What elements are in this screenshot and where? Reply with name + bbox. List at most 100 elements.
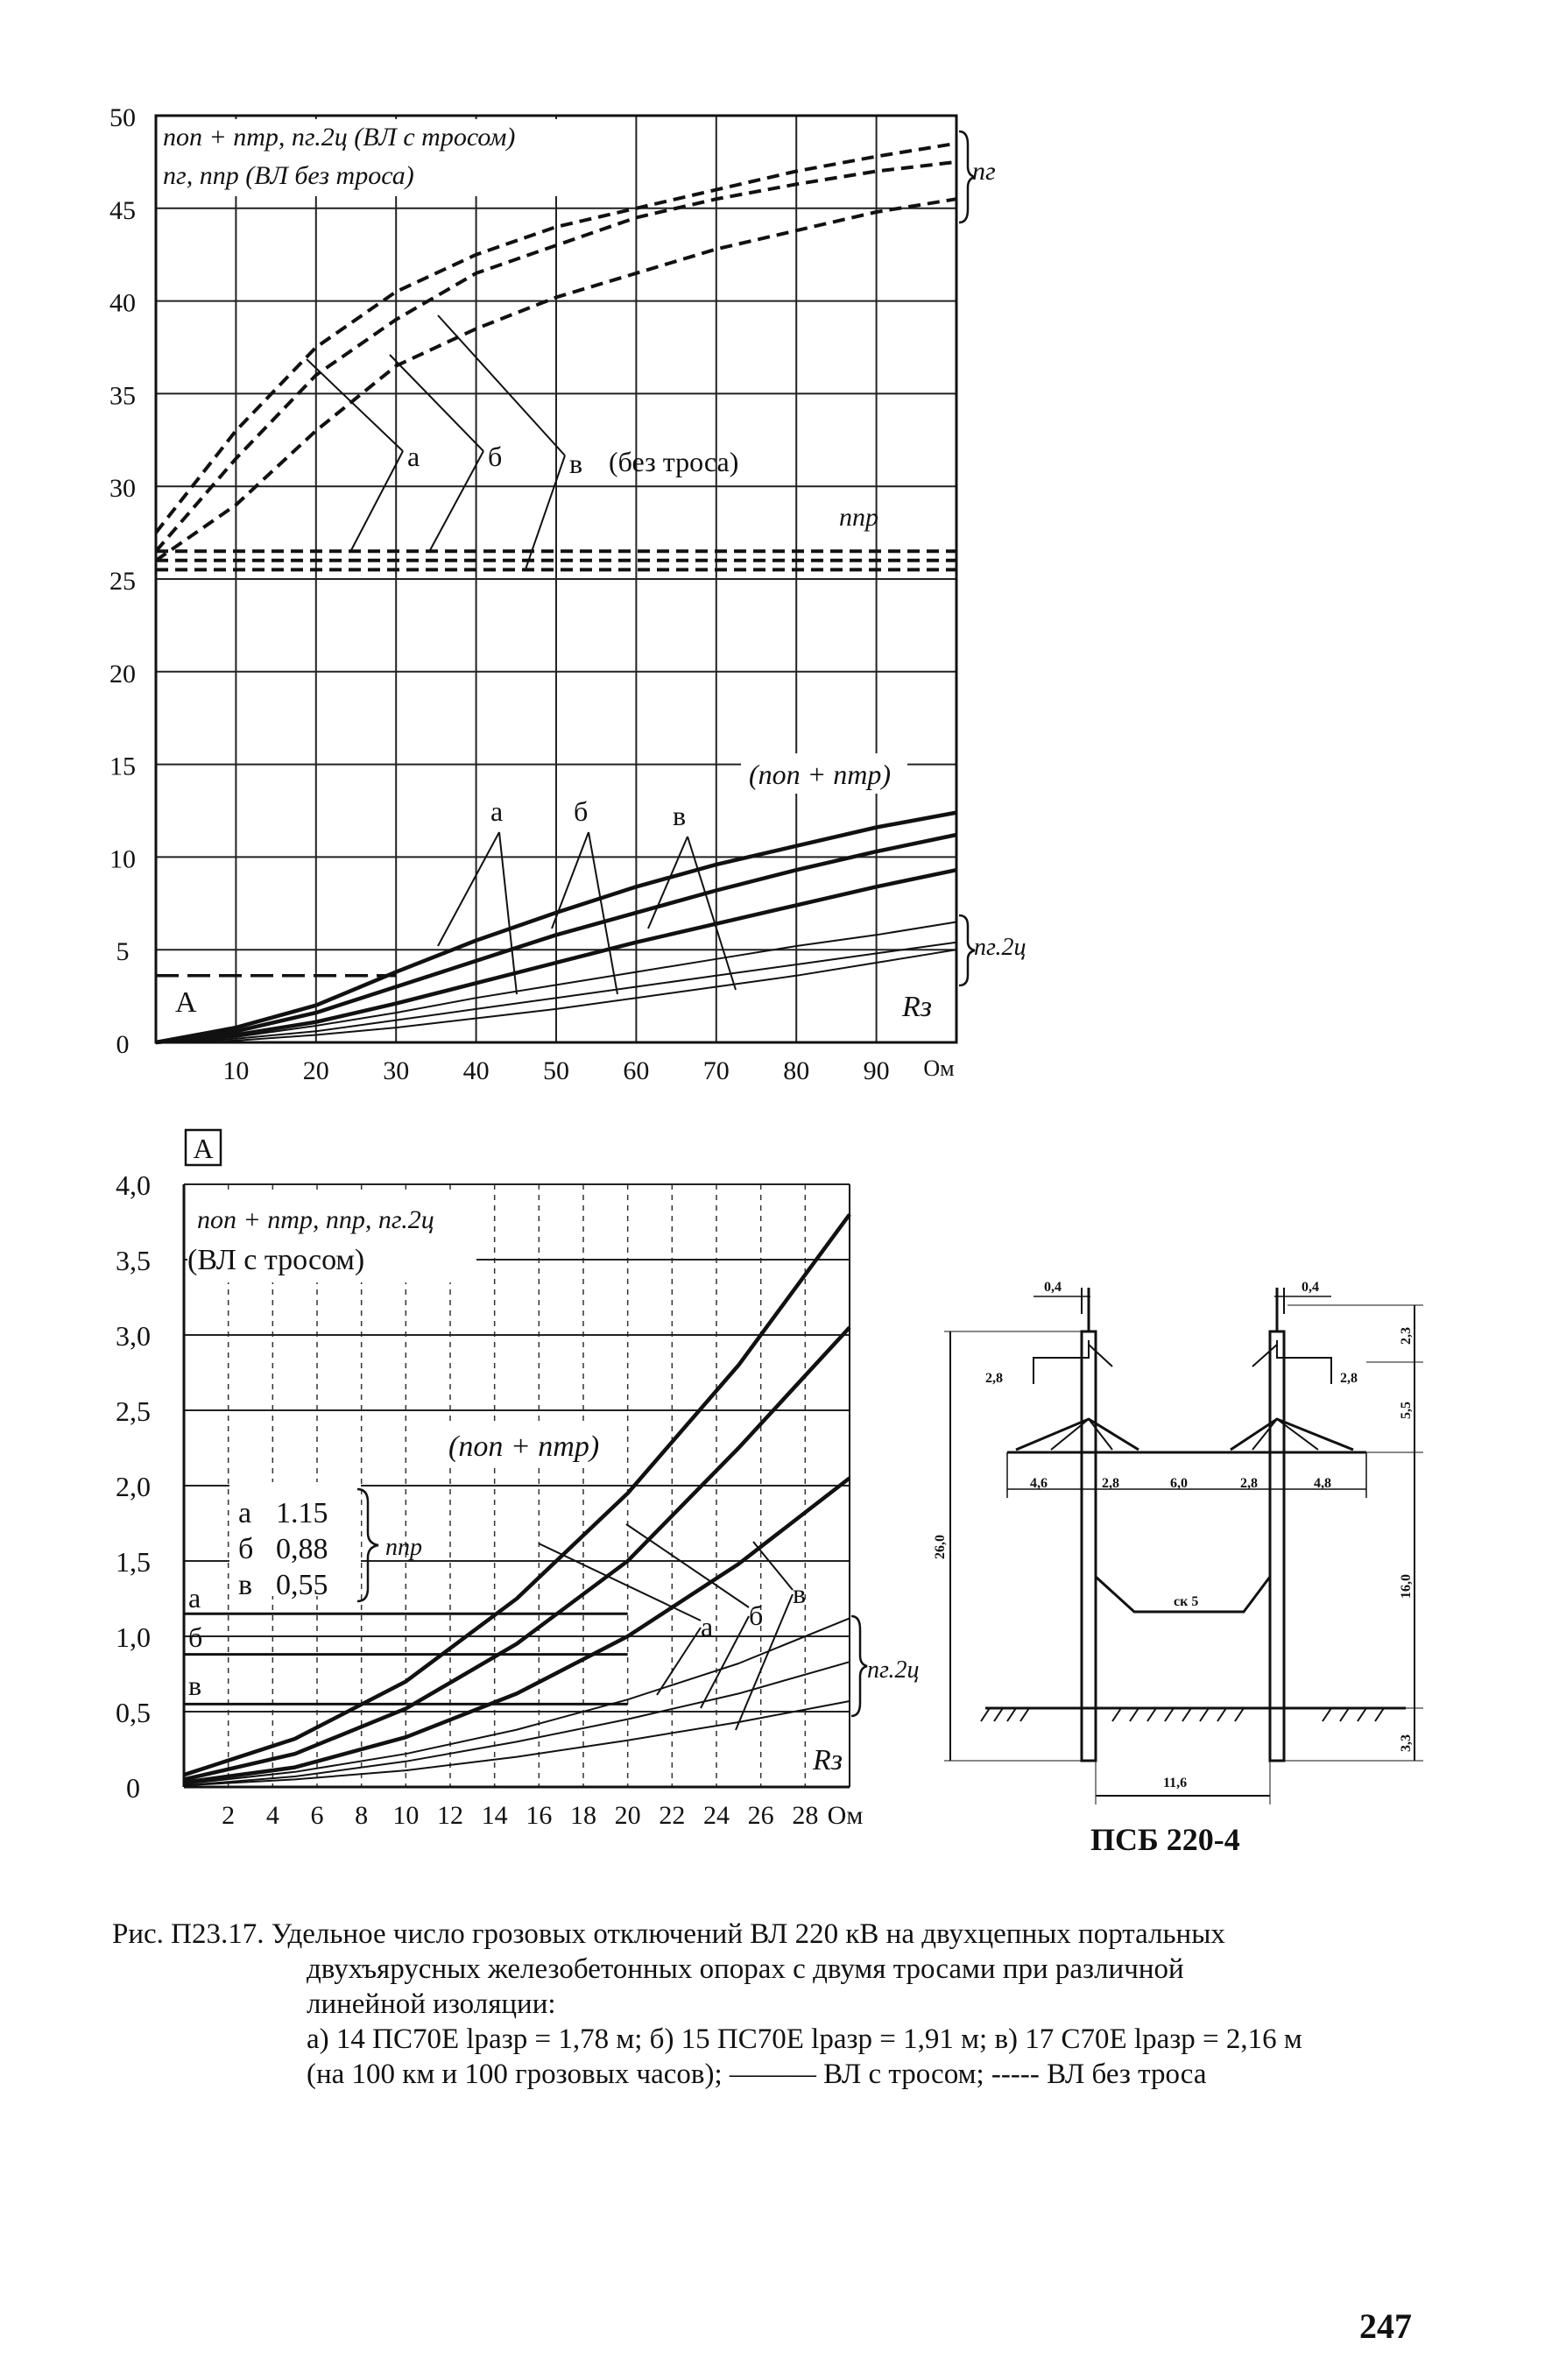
letter-v-left: в [188,1670,201,1701]
dim-h-ground: 3,3 [1399,1734,1414,1752]
caption-line-4: а) 14 ПС70Е lразр = 1,78 м; б) 15 ПС70Е … [307,2023,1302,2055]
y-tick-label: 4,0 [116,1169,151,1201]
letter-b-mid: б [749,1600,763,1631]
x-tick-label: 10 [222,1056,249,1085]
label-npr: nпр [839,503,878,532]
x-tick-label: 40 [463,1056,490,1085]
y-tick-label: 45 [109,196,136,225]
x-unit: Ом [923,1056,954,1081]
y-tick-label: 0,5 [116,1697,151,1728]
letter-a-mid: а [701,1611,713,1642]
y-tick-label: 15 [109,752,136,781]
legend-bg [159,119,606,196]
x-tick-label: 6 [311,1801,324,1830]
top-chart: 0 5 10 15 20 25 30 35 40 45 50 10 20 30 40 50 60 70 80 90 Ом… [109,103,1026,1085]
label-ng2c: nг.2ц [974,934,1026,961]
label-ng2c: nг.2ц [867,1656,920,1684]
label-Rz: Rз [812,1744,843,1776]
x-tick-label: 12 [437,1801,463,1830]
letter-b-left: б [188,1621,202,1653]
plot-frame [154,114,958,1044]
dim-top-left: 0,4 [1044,1280,1062,1295]
leader-upper-2 [437,314,566,456]
dim-h-main: 16,0 [1399,1574,1414,1599]
series-line-11 [155,949,957,1043]
dim-h-mid: 5,5 [1399,1402,1414,1419]
npr-letter: в [238,1569,252,1601]
tower-title: ПСБ 220-4 [1090,1822,1240,1857]
y-tick-label: 5 [116,937,130,966]
series-line-2 [183,1476,851,1785]
series-line-10 [155,941,957,1043]
x-tick-label: 26 [748,1801,774,1830]
leader-lower-b-2 [687,836,737,991]
label-no-cable: (без троса) [609,446,738,477]
dim-arm-right: 2,8 [1340,1371,1358,1386]
leader-upper-0 [306,358,404,452]
series-line-1 [183,1325,851,1782]
y-tick-label: 3,5 [116,1245,151,1276]
leader-mid-b-1 [700,1615,750,1709]
left-pole [1080,1330,1097,1762]
y-tick-label: 1,5 [116,1546,151,1578]
npr-box-bg [229,1482,361,1596]
letter-v-lower: в [673,800,686,831]
brace-ng2c [958,914,976,987]
y-tick-label: 35 [109,381,136,410]
leader-mid-b-0 [656,1627,702,1696]
series-line-6 [183,1617,850,1785]
page-number: 247 [1359,2306,1412,2346]
label-bg [741,753,907,794]
y-tick-label: 30 [109,474,136,503]
dim-base: 11,6 [1163,1776,1187,1790]
letter-b-lower: б [574,795,588,827]
x-tick-label: 80 [783,1056,809,1085]
series-line-7 [155,832,957,1045]
label-A: A [175,986,197,1019]
x-tick-label: 10 [392,1801,419,1830]
leader-upper-b-0 [349,450,404,553]
letter-b-upper: б [488,441,502,472]
letter-a-left: а [188,1582,201,1614]
x-tick-label: 60 [623,1056,649,1085]
caption-line-2: двухъярусных железобетонных опорах с дву… [307,1953,1184,1985]
brace-ng2c [850,1614,868,1718]
tower-drawing [944,1288,1423,1804]
y-tick-label: 0 [116,1030,130,1059]
caption-line-1: Рис. П23.17. Удельное число грозовых отк… [112,1918,1225,1950]
label-nop-ntr: (nоп + nтр) [448,1430,599,1463]
legend-line-2: (ВЛ с тросом) [187,1244,364,1276]
x-tick-label: 50 [543,1056,569,1085]
y-tick-label: 10 [109,844,136,873]
inset-tag: A [193,1133,213,1164]
dim-h-top: 2,3 [1399,1327,1414,1345]
label-nop-ntr: (nоп + nтр) [749,759,891,790]
leader-mid-0 [538,1543,702,1621]
y-tick-label: 20 [109,660,136,689]
letter-a-upper: а [407,441,420,472]
x-tick-label: 8 [355,1801,368,1830]
y-tick-label: 50 [109,103,136,132]
leader-mid-1 [625,1523,750,1608]
x-tick-label: 70 [703,1056,730,1085]
label-Rz: Rз [901,991,932,1023]
inset-tag-box [184,1128,222,1167]
x-tick-label: 16 [526,1801,552,1830]
brace-npr [356,1487,379,1603]
leader-lower-b-0 [498,831,518,995]
npr-letter: б [238,1533,253,1565]
npr-value: 0,55 [276,1569,328,1601]
letter-a-lower: а [490,795,503,827]
legend-line-1: nоп + nтр, nпр, nг.2ц [197,1205,434,1234]
y-tick-label: 40 [109,289,136,318]
x-tick-label: 22 [659,1801,685,1830]
label-ng: nг [972,157,996,186]
leader-upper-b-1 [428,450,484,553]
dim-seg5: 4,8 [1314,1476,1331,1491]
y-tick-label: 1,0 [116,1621,151,1653]
dim-total: 26,0 [933,1535,948,1559]
leader-mid-2 [752,1541,794,1591]
letter-v-upper: в [569,448,582,479]
npr-value: 0,88 [276,1533,328,1565]
